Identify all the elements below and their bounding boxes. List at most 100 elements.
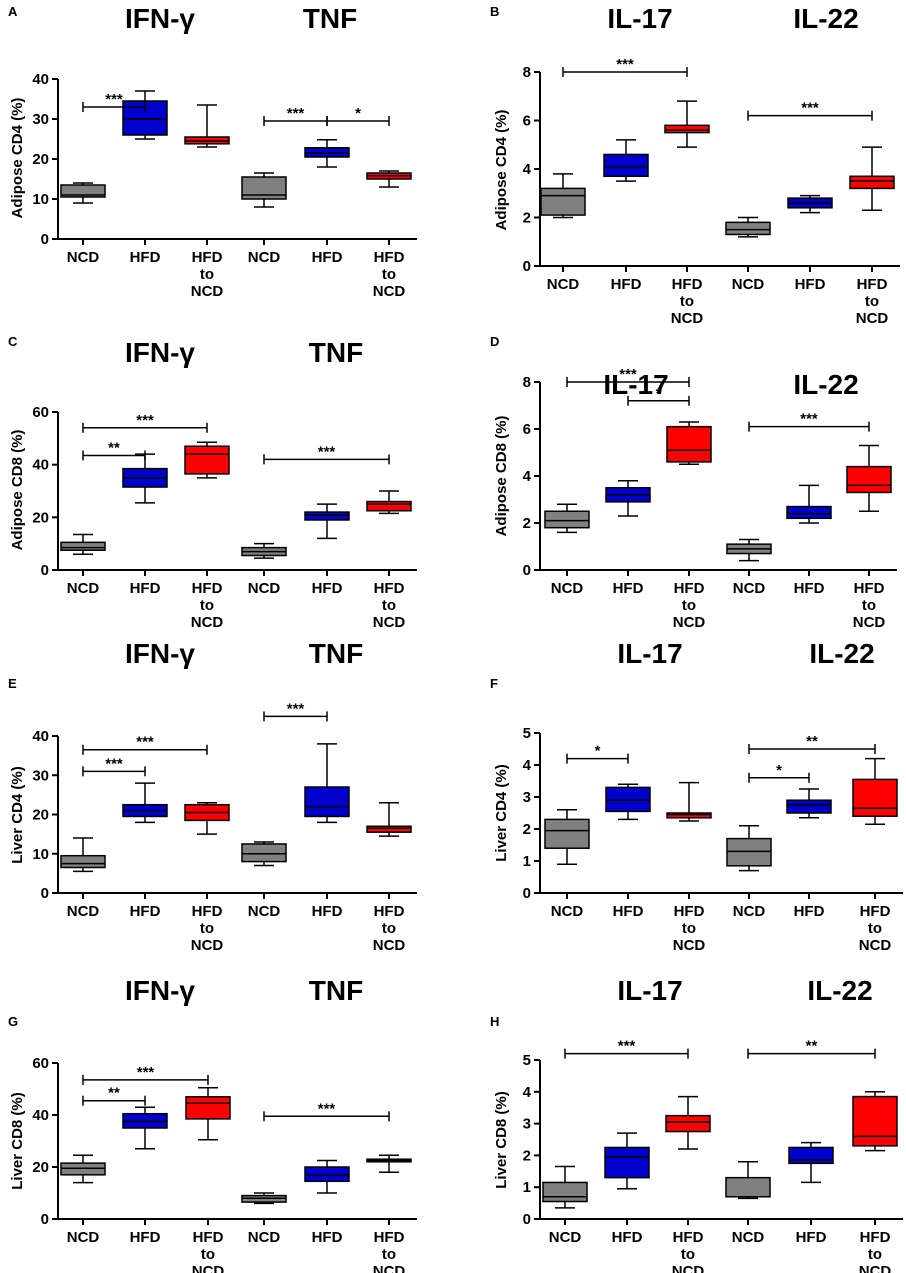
box-iqr <box>241 176 287 200</box>
box-ncd <box>542 1165 588 1209</box>
box-hfd <box>304 503 350 540</box>
y-tick-label: 0 <box>41 562 49 579</box>
box-iqr <box>604 1146 650 1179</box>
category-label: HFD to NCD <box>373 1229 406 1273</box>
box-iqr <box>60 854 106 869</box>
significance-label: ** <box>806 733 818 750</box>
box-hfd <box>786 788 832 819</box>
category-label: HFD to NCD <box>859 1229 892 1273</box>
significance-bracket: * <box>326 105 390 126</box>
panel-a: A IFN-γ TNF Adipose CD4 (%) 0 10 20 30 40 NCD HFD H… <box>8 3 417 300</box>
significance-label: *** <box>318 443 336 460</box>
box-hfd-to-ncd <box>666 781 712 822</box>
y-tick-label: 0 <box>41 231 49 248</box>
significance-label: *** <box>136 412 154 429</box>
category-label: HFD to NCD <box>373 580 406 631</box>
significance-bracket: *** <box>566 366 690 387</box>
box-ncd <box>540 173 586 219</box>
category-label: HFD to NCD <box>373 249 406 300</box>
significance-label: *** <box>619 366 637 383</box>
category-label: HFD <box>130 1229 161 1246</box>
box-iqr <box>304 786 350 818</box>
significance-bracket: *** <box>82 734 208 755</box>
box-iqr <box>304 511 350 521</box>
category-label: HFD to NCD <box>191 249 224 300</box>
significance-label: *** <box>618 1038 636 1055</box>
box-hfd-to-ncd <box>366 490 412 515</box>
significance-label: ** <box>108 1085 120 1102</box>
y-tick-label: 2 <box>523 515 531 532</box>
panel-letter: B <box>490 4 499 19</box>
box-hfd-to-ncd <box>665 1095 711 1150</box>
group-title: IFN-γ <box>125 337 195 368</box>
category-label: HFD to NCD <box>859 903 892 954</box>
significance-label: * <box>355 105 361 122</box>
category-label: HFD <box>795 276 826 293</box>
box-ncd <box>60 533 106 555</box>
box-hfd <box>304 139 350 168</box>
box-iqr <box>542 1181 588 1203</box>
y-tick-label: 20 <box>32 1159 49 1176</box>
box-iqr <box>605 786 651 813</box>
box-hfd-to-ncd <box>366 801 412 837</box>
box-iqr <box>540 187 586 216</box>
box-hfd-to-ncd <box>184 104 230 148</box>
category-label: HFD <box>612 1229 643 1246</box>
box-hfd <box>122 1106 168 1150</box>
y-tick-label: 3 <box>523 789 531 806</box>
box-hfd <box>605 783 651 821</box>
group-title: IL-22 <box>809 638 874 669</box>
box-iqr <box>726 837 772 867</box>
box-hfd <box>122 782 168 824</box>
box-iqr <box>665 1114 711 1133</box>
category-label: HFD to NCD <box>673 580 706 631</box>
category-label: HFD <box>796 1229 827 1246</box>
significance-label: *** <box>800 411 818 428</box>
significance-bracket: ** <box>82 1085 146 1106</box>
box-hfd-to-ncd <box>184 801 230 835</box>
y-tick-label: 6 <box>523 421 531 438</box>
category-label: HFD <box>312 249 343 266</box>
box-iqr <box>185 1096 231 1120</box>
y-tick-label: 20 <box>32 509 49 526</box>
significance-bracket: * <box>748 762 810 783</box>
category-label: NCD <box>248 249 281 266</box>
box-ncd <box>544 809 590 865</box>
significance-label: ** <box>108 439 120 456</box>
box-hfd <box>122 90 168 140</box>
category-label: HFD to NCD <box>191 903 224 954</box>
category-label: NCD <box>67 249 100 266</box>
box-hfd <box>304 743 350 824</box>
box-iqr <box>60 184 106 198</box>
box-iqr <box>366 500 412 512</box>
significance-label: *** <box>287 105 305 122</box>
y-axis-label: Adipose CD4 (%) <box>9 98 26 219</box>
y-tick-label: 0 <box>523 1211 531 1228</box>
box-ncd <box>241 1192 287 1205</box>
box-hfd <box>603 139 649 182</box>
y-tick-label: 10 <box>32 846 49 863</box>
y-tick-label: 40 <box>32 457 49 474</box>
box-iqr <box>664 124 710 134</box>
significance-label: *** <box>287 700 305 717</box>
box-iqr <box>60 541 106 551</box>
category-label: NCD <box>67 580 100 597</box>
box-ncd <box>725 216 771 238</box>
significance-bracket: * <box>627 385 690 406</box>
box-hfd-to-ncd <box>184 441 230 479</box>
y-tick-label: 1 <box>523 853 531 870</box>
box-ncd <box>60 837 106 873</box>
significance-bracket: *** <box>562 56 688 77</box>
significance-bracket: ** <box>748 733 876 754</box>
y-tick-label: 2 <box>523 210 531 227</box>
group-title: IL-22 <box>807 975 872 1006</box>
box-hfd <box>304 1159 350 1194</box>
box-iqr <box>366 825 412 833</box>
y-tick-label: 0 <box>523 562 531 579</box>
y-axis-label: Adipose CD8 (%) <box>9 430 26 551</box>
significance-bracket: *** <box>263 443 390 465</box>
category-label: HFD <box>130 249 161 266</box>
category-label: NCD <box>551 903 584 920</box>
category-label: NCD <box>248 1229 281 1246</box>
y-tick-label: 0 <box>523 885 531 902</box>
